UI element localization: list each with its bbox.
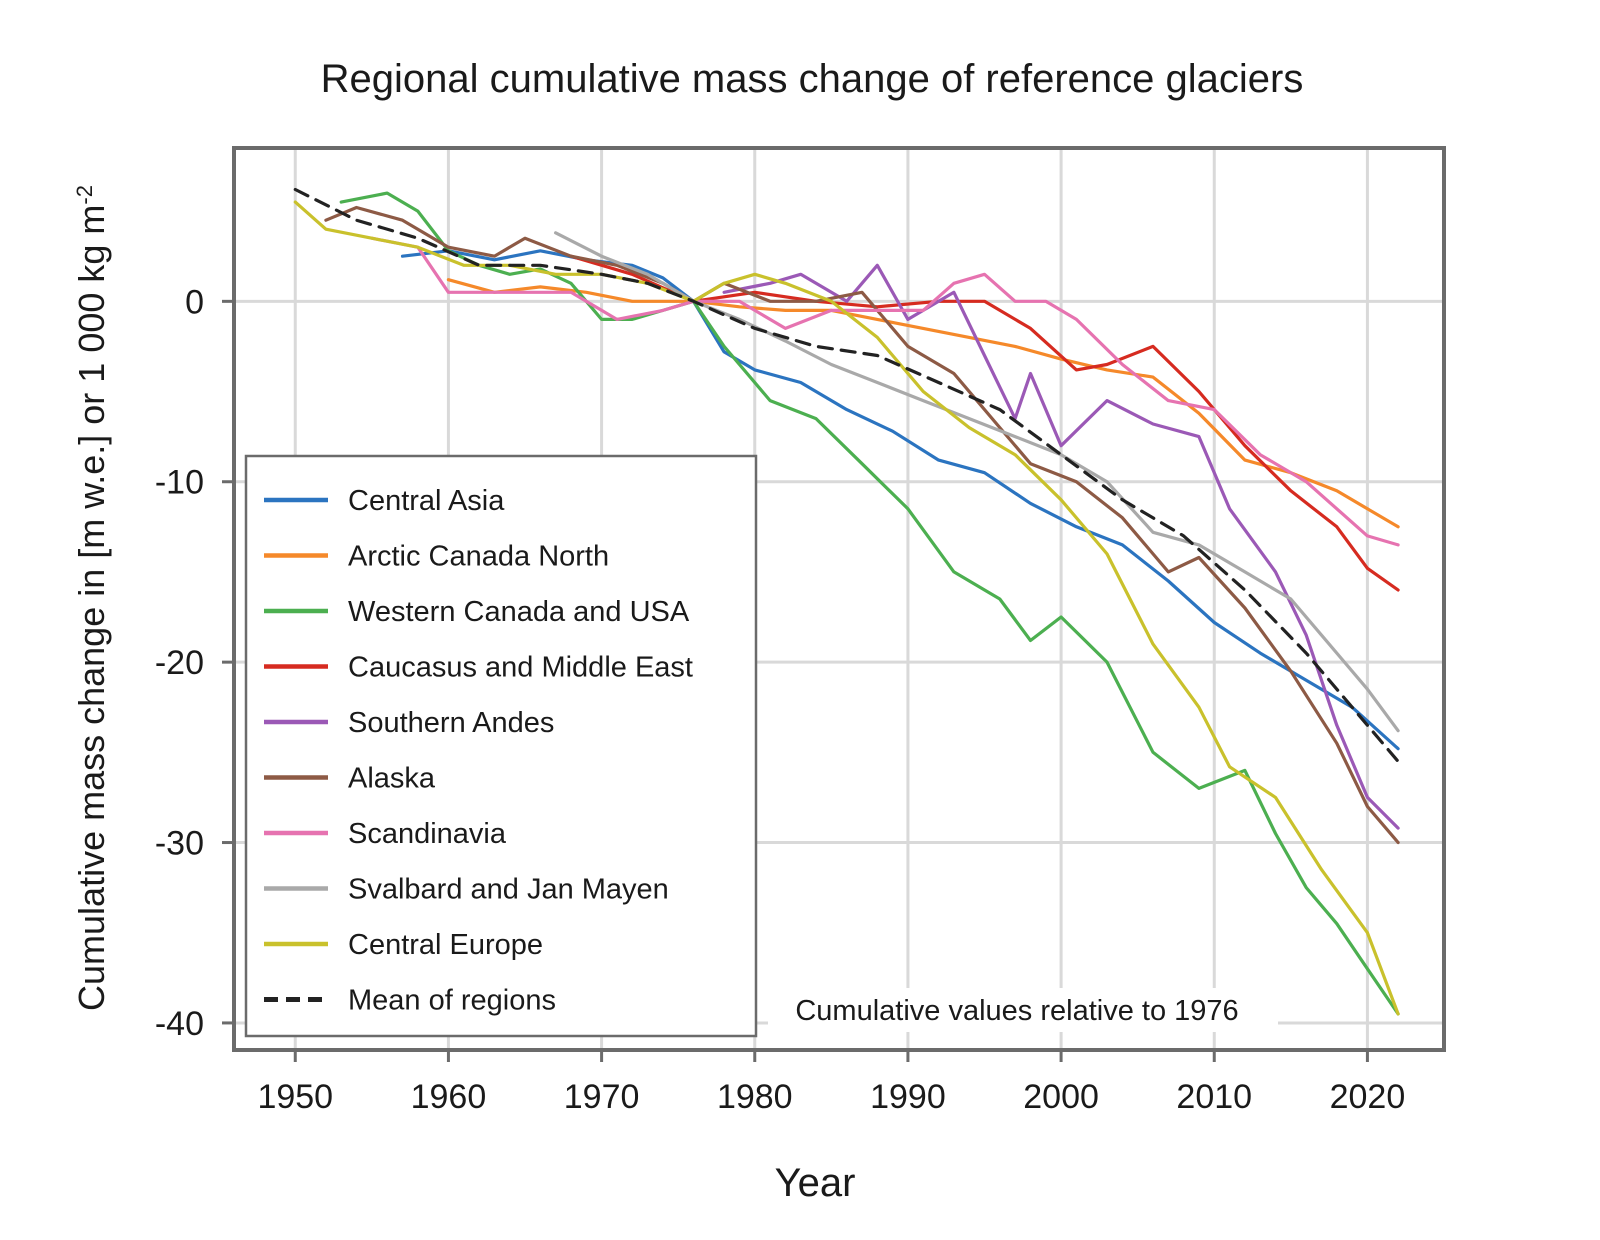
x-tick-label: 2000 <box>1023 1078 1099 1116</box>
legend-label-svalbard-and-jan-mayen: Svalbard and Jan Mayen <box>348 874 669 906</box>
legend-label-alaska: Alaska <box>348 763 436 795</box>
y-tick-label: 0 <box>185 283 204 321</box>
chart-title: Regional cumulative mass change of refer… <box>321 57 1304 101</box>
x-axis-ticks: 1950 1960 1970 1980 1990 2000 2010 2020 <box>257 1050 1405 1116</box>
legend-label-western-canada-and-usa: Western Canada and USA <box>348 596 690 628</box>
y-axis-label-text: Cumulative mass change in [m w.e.] or 1 … <box>71 205 112 1011</box>
series-line-caucasus-and-middle-east <box>569 254 1400 592</box>
x-tick-label: 2020 <box>1330 1078 1406 1116</box>
series-line-scandinavia <box>370 236 1400 547</box>
legend-label-southern-andes: Southern Andes <box>348 707 554 739</box>
legend-label-mean-of-regions: Mean of regions <box>348 985 556 1017</box>
legend-label-caucasus-and-middle-east: Caucasus and Middle East <box>348 652 693 684</box>
legend-label-central-asia: Central Asia <box>348 485 505 517</box>
legend: Central Asia Arctic Canada North Western C… <box>244 454 758 1038</box>
x-tick-label: 1950 <box>257 1078 333 1116</box>
y-axis-label-superscript: -2 <box>72 185 97 205</box>
x-tick-label: 1980 <box>717 1078 793 1116</box>
x-tick-label: 1960 <box>411 1078 487 1116</box>
x-axis-label: Year <box>775 1161 856 1205</box>
legend-label-arctic-canada-north: Arctic Canada North <box>348 541 609 573</box>
x-tick-label: 2010 <box>1176 1078 1252 1116</box>
y-tick-label: -20 <box>155 644 204 682</box>
legend-box <box>244 454 758 1038</box>
legend-items: Central Asia Arctic Canada North Western C… <box>264 485 693 1017</box>
legend-label-central-europe: Central Europe <box>348 929 543 961</box>
annotation-note: Cumulative values relative to 1976 <box>795 995 1238 1027</box>
y-axis-label: Cumulative mass change in [m w.e.] or 1 … <box>71 185 112 1011</box>
x-tick-label: 1970 <box>564 1078 640 1116</box>
y-tick-label: -30 <box>155 825 204 863</box>
series-lines <box>293 187 1400 1016</box>
plot-frame <box>232 146 1446 1052</box>
legend-label-scandinavia: Scandinavia <box>348 818 507 850</box>
y-tick-label: -10 <box>155 464 204 502</box>
annotation-background <box>768 988 1278 1032</box>
y-tick-label: -40 <box>155 1005 204 1043</box>
y-axis-ticks: 0 -10 -20 -30 -40 <box>155 283 234 1043</box>
x-tick-label: 1990 <box>870 1078 946 1116</box>
series-line-alaska <box>324 205 1400 845</box>
series-line-mean-of-regions <box>293 187 1400 764</box>
